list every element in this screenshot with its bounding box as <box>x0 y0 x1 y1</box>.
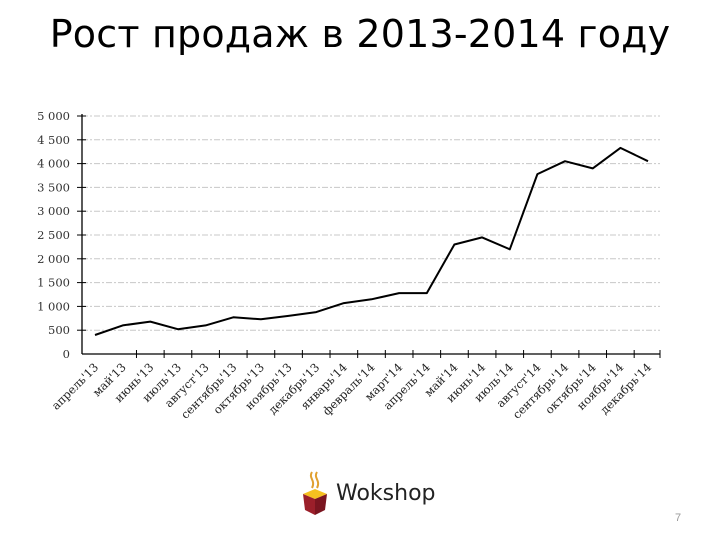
page-number: 7 <box>675 512 682 524</box>
y-tick-label: 1 000 <box>37 299 70 313</box>
y-tick-label: 3 500 <box>37 180 70 194</box>
y-tick-label: 0 <box>63 347 70 361</box>
logo: Wokshop <box>300 470 436 516</box>
y-axis-ticks: 0 500 1 000 1 500 2 000 2 500 3 000 3 500 4 000 4… <box>37 109 86 361</box>
y-tick-label: 2 000 <box>37 252 70 266</box>
y-tick-label: 4 000 <box>37 157 70 171</box>
y-tick-label: 4 500 <box>37 133 70 147</box>
y-tick-label: 500 <box>48 323 70 337</box>
y-tick-label: 1 500 <box>37 276 70 290</box>
y-tick-label: 3 000 <box>37 204 70 218</box>
y-tick-label: 2 500 <box>37 228 70 242</box>
gridlines <box>82 115 660 331</box>
logo-text: Wokshop <box>336 480 436 506</box>
sales-line <box>94 146 649 336</box>
y-tick-label: 5 000 <box>37 109 70 123</box>
x-axis-ticks: апрель'13май'13июнь'13июль'13август'13се… <box>49 350 661 422</box>
wok-box-icon <box>303 471 327 515</box>
slide-title: Рост продаж в 2013-2014 году <box>49 12 671 56</box>
